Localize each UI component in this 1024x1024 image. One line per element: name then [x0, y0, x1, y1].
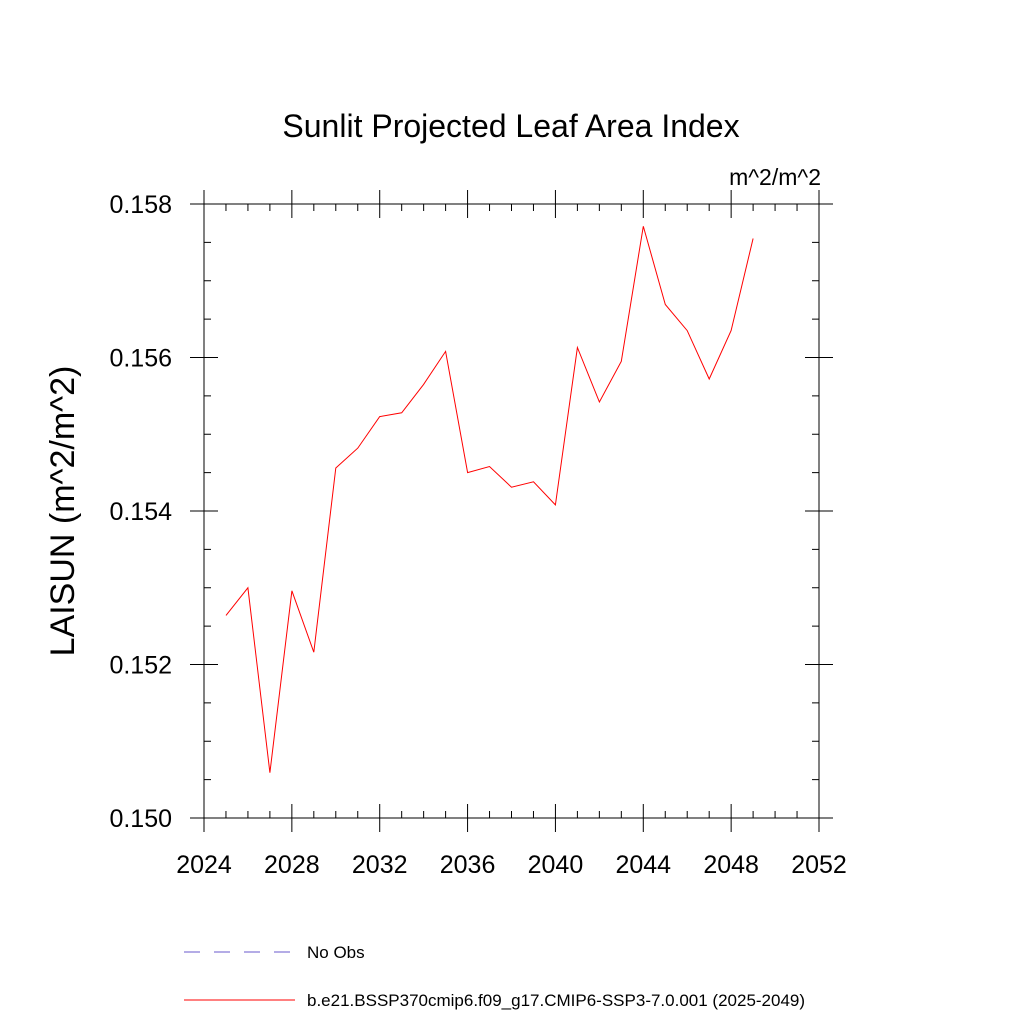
x-tick-label: 2052 [791, 851, 847, 879]
y-tick-label: 0.150 [109, 805, 172, 833]
y-axis-label: LAISUN (m^2/m^2) [44, 366, 82, 657]
series-line [225, 226, 754, 773]
units-label: m^2/m^2 [729, 164, 821, 190]
y-tick-label: 0.152 [109, 652, 172, 680]
series-layer [225, 226, 754, 773]
y-tick-label: 0.158 [109, 191, 172, 219]
x-axis-ticks: 2024 2028 2032 2036 2040 2044 2048 2052 [176, 190, 847, 879]
y-axis-ticks: 0.150 0.152 0.154 0.156 0.158 [109, 191, 833, 833]
chart-title: Sunlit Projected Leaf Area Index [282, 108, 739, 144]
x-tick-label: 2036 [440, 851, 496, 879]
x-tick-label: 2024 [176, 851, 232, 879]
x-tick-label: 2044 [615, 851, 671, 879]
x-tick-label: 2032 [352, 851, 408, 879]
x-tick-label: 2048 [703, 851, 759, 879]
x-tick-label: 2040 [528, 851, 584, 879]
x-tick-label: 2028 [264, 851, 320, 879]
legend-label-model: b.e21.BSSP370cmip6.f09_g17.CMIP6-SSP3-7.… [307, 991, 805, 1010]
legend-label-no-obs: No Obs [307, 943, 365, 962]
legend: No Obs b.e21.BSSP370cmip6.f09_g17.CMIP6-… [184, 943, 805, 1010]
y-tick-label: 0.156 [109, 345, 172, 373]
plot-frame [203, 203, 820, 819]
y-tick-label: 0.154 [109, 498, 172, 526]
